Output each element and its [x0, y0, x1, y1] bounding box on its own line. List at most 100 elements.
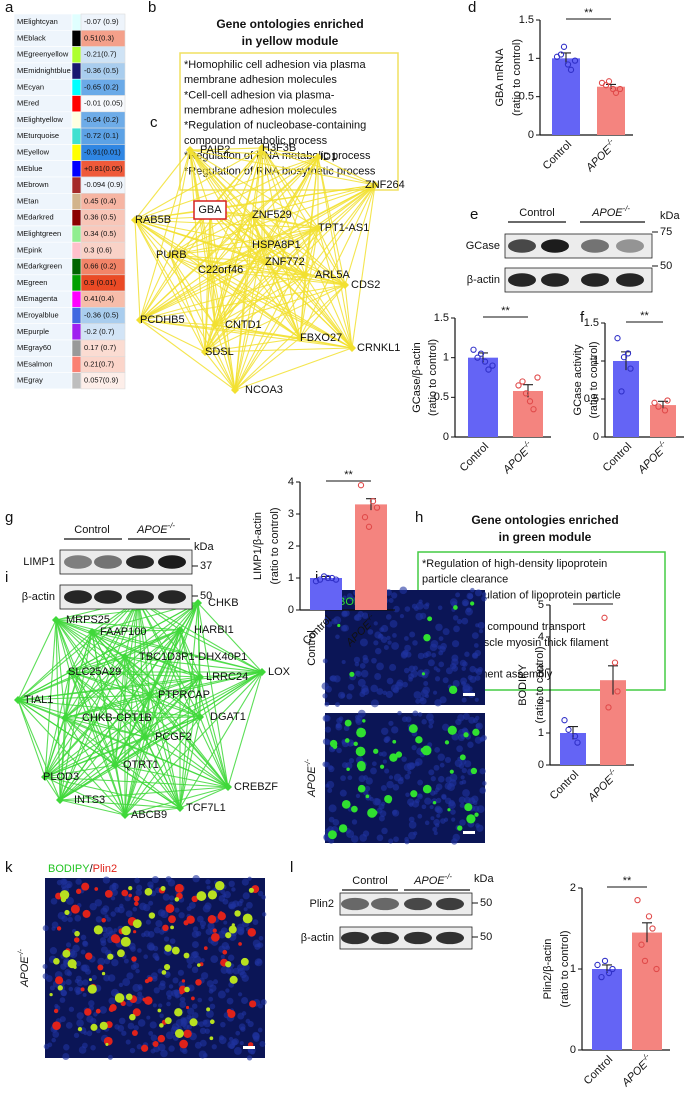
blot-band — [581, 239, 609, 253]
nucleus — [205, 928, 213, 936]
network-edge — [69, 671, 201, 678]
network-edge — [59, 656, 126, 801]
nucleus — [444, 756, 452, 763]
node-label: TPT1-AS1 — [318, 222, 369, 234]
correlation-value: 0.057(0.9) — [84, 376, 119, 385]
x-tick-label: APOE-/- — [617, 1051, 656, 1090]
network-edge — [351, 184, 376, 349]
network-edge — [189, 147, 263, 151]
nucleus — [477, 666, 483, 673]
network-edge — [144, 736, 229, 788]
data-point — [651, 399, 658, 406]
module-name: MEroyalblue — [17, 311, 59, 320]
nucleus — [102, 876, 111, 884]
nucleus — [148, 1030, 154, 1036]
blot-band — [126, 590, 154, 604]
nucleus — [95, 916, 103, 923]
module-swatch — [71, 127, 82, 145]
network-edge — [91, 631, 126, 816]
nucleus — [201, 972, 209, 980]
node-label: HSPA8P1 — [252, 239, 301, 251]
network-edge — [317, 156, 346, 286]
lipid-droplet — [170, 925, 174, 930]
plin2-signal — [183, 1029, 192, 1039]
nucleus — [169, 895, 175, 901]
go-term: particle clearance — [422, 574, 508, 586]
nucleus — [227, 1040, 236, 1049]
network-edge — [139, 149, 191, 321]
nucleus — [359, 662, 366, 669]
nucleus — [49, 985, 55, 991]
network-edge — [317, 156, 353, 349]
blot-band — [436, 897, 464, 911]
nucleus — [475, 823, 480, 828]
nucleus — [328, 765, 335, 773]
network-edge — [44, 599, 139, 778]
nucleus — [464, 651, 470, 657]
nucleus — [148, 944, 155, 951]
bar — [355, 504, 387, 610]
network-edge — [137, 599, 263, 673]
data-point — [534, 374, 541, 381]
nucleus — [254, 961, 260, 966]
lipid-droplet — [90, 1023, 98, 1031]
nucleus — [51, 1037, 56, 1043]
data-point — [373, 504, 381, 511]
lipid-droplet — [64, 909, 70, 916]
nucleus — [43, 1043, 50, 1050]
network-edge — [189, 149, 206, 353]
lipid-droplet — [189, 1018, 198, 1027]
network-edge — [134, 219, 206, 353]
node-label: ZNF264 — [365, 179, 405, 191]
marker-label: 50 — [480, 931, 492, 943]
lipid-droplet — [344, 738, 350, 743]
lipid-droplet — [184, 986, 190, 993]
nucleus — [103, 974, 111, 982]
nucleus — [179, 996, 186, 1003]
y-axis-label: (ratio to control) — [559, 930, 571, 1007]
lipid-droplet — [337, 623, 341, 628]
nucleus — [443, 817, 449, 822]
go-title: in green module — [499, 530, 592, 544]
lipid-droplet — [447, 725, 457, 735]
kda-label: kDa — [474, 873, 494, 885]
nucleus — [82, 940, 88, 946]
nucleus — [386, 780, 394, 789]
network-edge — [17, 671, 71, 701]
kda-label: kDa — [194, 541, 214, 553]
nucleus — [442, 677, 449, 684]
go-box — [179, 52, 399, 191]
y-tick-label: 1 — [528, 52, 534, 64]
panel-label: a — [5, 0, 14, 16]
data-point — [481, 358, 489, 365]
network-edge — [204, 274, 306, 353]
nucleus — [462, 789, 470, 797]
nucleus — [397, 710, 402, 716]
nucleus — [430, 816, 435, 821]
network-node — [146, 691, 154, 699]
plin2-signal — [53, 1008, 59, 1014]
nucleus — [63, 1044, 70, 1051]
nucleus — [220, 1021, 226, 1028]
go-term: membrane adhesion molecules — [184, 74, 337, 86]
data-point — [641, 957, 649, 965]
network-edge — [69, 629, 181, 673]
node-label: SDSL — [205, 346, 234, 358]
go-term: compound metabolic process — [184, 135, 328, 147]
network-edge — [179, 629, 201, 678]
y-tick-label: 0 — [593, 431, 599, 443]
scale-bar — [243, 1046, 255, 1049]
nucleus — [75, 878, 82, 885]
nucleus — [353, 614, 360, 621]
blot-band — [508, 273, 536, 287]
nucleus — [404, 606, 411, 612]
nucleus — [203, 1019, 212, 1028]
nucleus — [174, 907, 180, 913]
node-label: FBXO27 — [300, 332, 342, 344]
module-swatch — [71, 160, 82, 178]
plin2-signal — [128, 893, 132, 898]
lipid-droplet — [242, 913, 253, 924]
nucleus — [239, 1041, 244, 1046]
lipid-droplet — [74, 930, 80, 937]
plin2-signal — [211, 933, 220, 942]
